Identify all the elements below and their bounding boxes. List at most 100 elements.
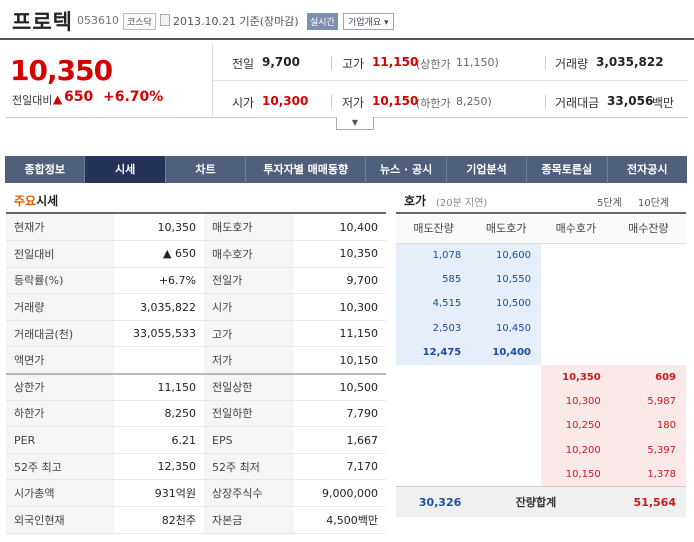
quote-label: 매도호가: [204, 214, 294, 242]
col-ask-qty: 매도잔량: [396, 214, 472, 244]
orderbook-table: 매도잔량 매도호가 매수호가 매수잔량 1,078 10,600 585 10,550…: [396, 212, 686, 517]
volume-label: 거래량: [555, 57, 589, 71]
company-info-dropdown[interactable]: 기업개요 ▾: [343, 13, 394, 30]
quote-label: 52주 최고: [6, 453, 114, 481]
tab-quote[interactable]: 시세: [85, 156, 166, 183]
quote-value: 9,000,000: [294, 479, 386, 508]
lower-limit-value: 8,250): [456, 95, 492, 108]
quote-value: 9,700: [294, 267, 386, 295]
quote-label: 현재가: [6, 214, 114, 242]
level5-link[interactable]: 5단계: [597, 198, 622, 209]
low-label: 저가: [342, 96, 365, 110]
empty: [540, 340, 611, 365]
quote-value: [114, 346, 204, 375]
high-label: 고가: [342, 57, 365, 71]
ask-qty: 2,503: [396, 316, 472, 341]
open-value: 10,300: [262, 94, 309, 108]
table-row: 전일대비 ▲ 650 매수호가 10,350: [6, 240, 386, 268]
quote-label: 시가총액: [6, 479, 114, 508]
table-row: 시가총액 931억원 상장주식수 9,000,000: [6, 479, 386, 508]
section-title: 주요시세: [14, 192, 58, 209]
bid-qty: 5,397: [610, 438, 686, 463]
col-ask-price: 매도호가: [471, 214, 541, 244]
bid-qty: 609: [610, 364, 686, 390]
empty: [610, 243, 686, 268]
quote-label: 전일상한: [204, 372, 294, 401]
quote-label: 거래대금(천): [6, 320, 114, 348]
quote-label: 하한가: [6, 400, 114, 428]
quote-value: 10,300: [294, 293, 386, 321]
high-value: 11,150: [372, 55, 419, 69]
ask-price: 10,600: [471, 243, 541, 268]
tab-disclosure[interactable]: 전자공시: [627, 163, 668, 176]
empty: [396, 438, 472, 463]
quote-label: 저가: [204, 346, 294, 375]
empty: [396, 462, 472, 487]
quote-label: 고가: [204, 320, 294, 348]
quote-label: PER: [6, 426, 114, 454]
quote-value: 11,150: [114, 372, 204, 401]
table-row: 현재가 10,350 매도호가 10,400: [6, 214, 386, 242]
tab-overview[interactable]: 종합정보: [5, 156, 86, 183]
empty: [610, 291, 686, 317]
ask-row: 4,515 10,500: [396, 291, 686, 317]
quote-value: 10,350: [114, 214, 204, 242]
divider: [331, 95, 332, 109]
total-bid: 51,564: [610, 486, 686, 517]
quote-value: 82천주: [114, 506, 204, 534]
quote-label: 매수호가: [204, 240, 294, 268]
table-row: 하한가 8,250 전일하한 7,790: [6, 400, 386, 428]
quote-label: EPS: [204, 426, 294, 454]
empty: [396, 364, 472, 390]
expand-chevron-icon[interactable]: ▼: [336, 117, 374, 130]
current-price: 10,350: [10, 54, 113, 87]
table-row: 액면가 저가 10,150: [6, 346, 386, 375]
upper-limit-value: 11,150): [456, 56, 499, 69]
empty: [610, 340, 686, 365]
quote-value: 3,035,822: [114, 293, 204, 321]
empty: [396, 413, 472, 439]
ask-row: 2,503 10,450: [396, 316, 686, 341]
quote-value: ▲ 650: [114, 240, 204, 268]
table-row: 52주 최고 12,350 52주 최저 7,170: [6, 453, 386, 481]
ask-price: 10,550: [471, 267, 541, 292]
col-bid-price: 매수호가: [540, 214, 611, 244]
document-icon: [160, 14, 170, 26]
bid-price: 10,150: [540, 462, 611, 487]
tab-chart[interactable]: 차트: [166, 156, 247, 183]
ask-price: 10,500: [471, 291, 541, 317]
empty: [471, 364, 541, 390]
level10-link[interactable]: 10단계: [638, 198, 670, 209]
tab-investor-trading[interactable]: 투자자별 매매동향: [246, 156, 367, 183]
ask-row: 585 10,550: [396, 267, 686, 292]
tab-analysis[interactable]: 기업분석: [447, 156, 528, 183]
table-row: 외국인현재 82천주 자본금 4,500백만: [6, 506, 386, 534]
quote-label: 상장주식수: [204, 479, 294, 508]
quote-value: 931억원: [114, 479, 204, 508]
empty: [610, 316, 686, 341]
quote-label: 52주 최저: [204, 453, 294, 481]
ask-qty: 12,475: [396, 340, 472, 365]
quote-value: 1,667: [294, 426, 386, 454]
quote-value: 10,350: [294, 240, 386, 268]
stock-name: 프로텍: [12, 10, 73, 34]
total-ask: 30,326: [396, 486, 472, 517]
summary-row-divider: [212, 80, 688, 81]
volume-value: 3,035,822: [596, 55, 664, 69]
section-title-accent: 주요: [14, 194, 37, 208]
col-bid-qty: 매수잔량: [610, 214, 686, 244]
quote-value: 33,055,533: [114, 320, 204, 348]
tab-discussion[interactable]: 종목토론실: [527, 156, 608, 183]
ask-qty: 1,078: [396, 243, 472, 268]
change-percent: +6.70%: [103, 89, 164, 105]
trade-amount-unit: 백만: [652, 96, 675, 110]
quote-label: 전일대비: [6, 240, 114, 268]
bid-row: 10,350 609: [396, 364, 686, 390]
empty: [471, 462, 541, 487]
trade-amount-value: 33,056: [607, 94, 654, 108]
tab-news[interactable]: 뉴스 · 공시: [366, 156, 447, 183]
realtime-button[interactable]: 실시간: [307, 13, 338, 30]
quote-value: 10,150: [294, 346, 386, 375]
quote-label: 등락률(%): [6, 267, 114, 295]
empty: [471, 413, 541, 439]
